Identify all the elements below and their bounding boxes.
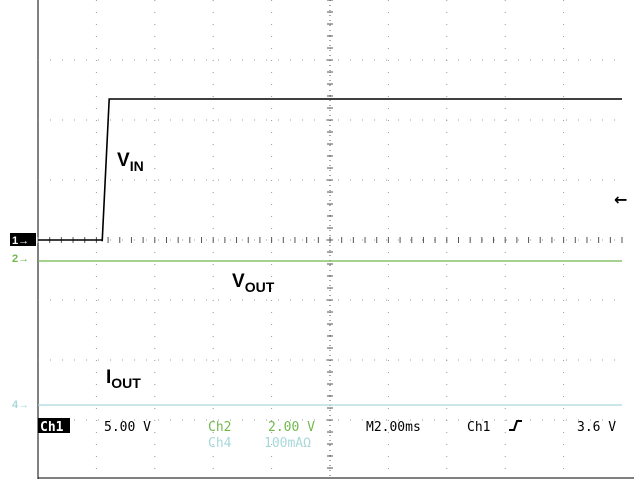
trigger-level: 3.6 V: [577, 420, 616, 435]
ch4-marker-label: 4→: [12, 399, 29, 411]
graticule-grid: [37, 0, 634, 479]
ch2-marker-label: 2→: [12, 253, 29, 265]
ch2-tag: Ch2: [208, 420, 231, 435]
ch1-marker-label: 1→: [12, 235, 29, 247]
settings-readout: Ch1 5.00 V Ch2 2.00 V Ch4 100mAΩ M2.00ms…: [38, 418, 616, 451]
ch1-scale: 5.00 V: [104, 420, 151, 435]
traces: [38, 98, 622, 406]
ch4-tag: Ch4: [208, 436, 232, 451]
ch2-scale: 2.00 V: [268, 420, 315, 435]
vout-label: VOUT: [232, 271, 275, 295]
trigger-source: Ch1: [467, 420, 490, 435]
timebase: M2.00ms: [366, 420, 421, 435]
trace-vin: [38, 98, 622, 242]
iout-label: IOUT: [106, 367, 141, 391]
trigger-level-arrow-icon: ←: [614, 190, 627, 209]
vin-label: VIN: [117, 150, 144, 174]
ch1-marker: 1→: [10, 233, 36, 247]
rising-edge-icon: [509, 420, 522, 431]
ch4-scale: 100mAΩ: [264, 436, 311, 451]
ch1-tag: Ch1: [40, 420, 64, 435]
ch1-tag-box: [38, 418, 70, 433]
